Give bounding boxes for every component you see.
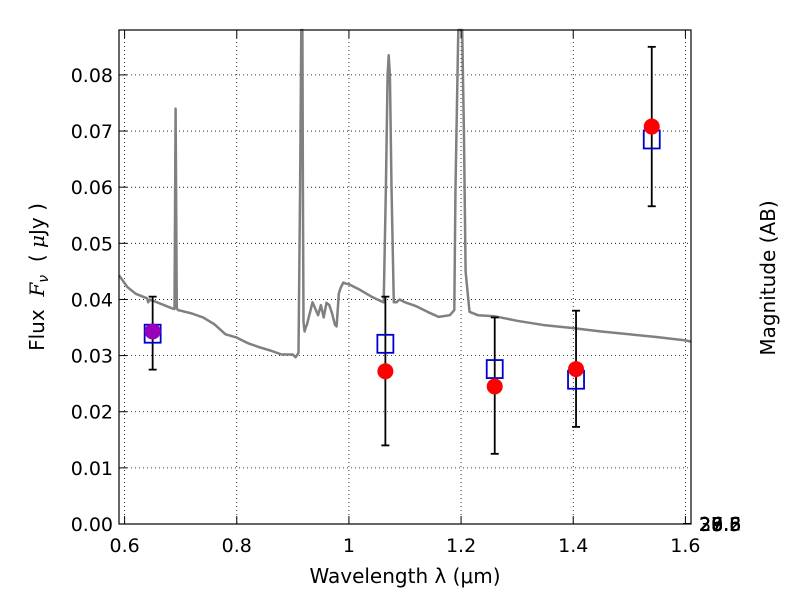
y2-tick-label: 27 [699, 514, 723, 536]
y-tick-label: 0.07 [71, 121, 113, 143]
y-axis-title-symbol: F [25, 282, 49, 298]
y-axis-title-unit: Jy ) [25, 203, 49, 237]
x-axis-title: Wavelength λ (μm) [309, 564, 500, 588]
spectrum-line [117, 28, 692, 359]
y-axis-title: Flux Fν ( μJy ) [25, 203, 52, 351]
observed-series [144, 118, 660, 395]
y-axis-title-prefix: Flux [25, 297, 49, 351]
y-tick-label: 0.05 [71, 233, 113, 255]
axis-ticks: 0.6 0.8 1 1.2 1.4 1.6 0.00 0.01 0.02 0.03 0.04 0.05… [71, 30, 741, 557]
x-tick-label: 1.4 [558, 535, 588, 557]
x-tick-label: 1.2 [446, 535, 476, 557]
observed-point [144, 323, 161, 340]
y2-tick-label: 30 [699, 514, 723, 536]
x-tick-label: 1.6 [670, 535, 700, 557]
y2-tick-label: 26.8 [699, 514, 741, 536]
x-tick-label: 1 [343, 535, 355, 557]
y2-tick-label: 28 [699, 514, 723, 536]
y-tick-label: 0.01 [71, 458, 113, 480]
y-tick-label: 0.06 [71, 177, 113, 199]
y-tick-label: 0.04 [71, 289, 113, 311]
x-tick-label: 0.8 [222, 535, 252, 557]
y2-tick-label: 26.6 [699, 514, 741, 536]
spectrum-series [117, 28, 692, 359]
y-axis-title-paren: ( [25, 248, 49, 275]
y-tick-label: 0.03 [71, 346, 113, 368]
y2-axis-title: Magnitude (AB) [756, 200, 780, 355]
y-tick-label: 0.08 [71, 65, 113, 87]
y-tick-label: 0.02 [71, 402, 113, 424]
observed-point [486, 378, 503, 395]
y-tick-label: 0.00 [71, 514, 113, 536]
model-series [143, 129, 661, 390]
observed-point [643, 118, 660, 135]
y2-tick-label: 28.5 [699, 514, 741, 536]
observed-point [568, 361, 585, 378]
y2-tick-label: 27.5 [699, 514, 741, 536]
model-point [485, 359, 504, 379]
model-point [376, 333, 395, 354]
observed-point [377, 363, 394, 380]
y-axis-title-mu: μ [25, 235, 49, 248]
error-bars [148, 45, 656, 455]
x-tick-label: 0.6 [109, 535, 139, 557]
y2-tick-label: 27.2 [699, 514, 741, 536]
plot-frame [118, 29, 692, 525]
y2-tick-label: 29 [699, 514, 723, 536]
y-axis-title-subscript: ν [36, 275, 52, 283]
grid [119, 30, 691, 525]
